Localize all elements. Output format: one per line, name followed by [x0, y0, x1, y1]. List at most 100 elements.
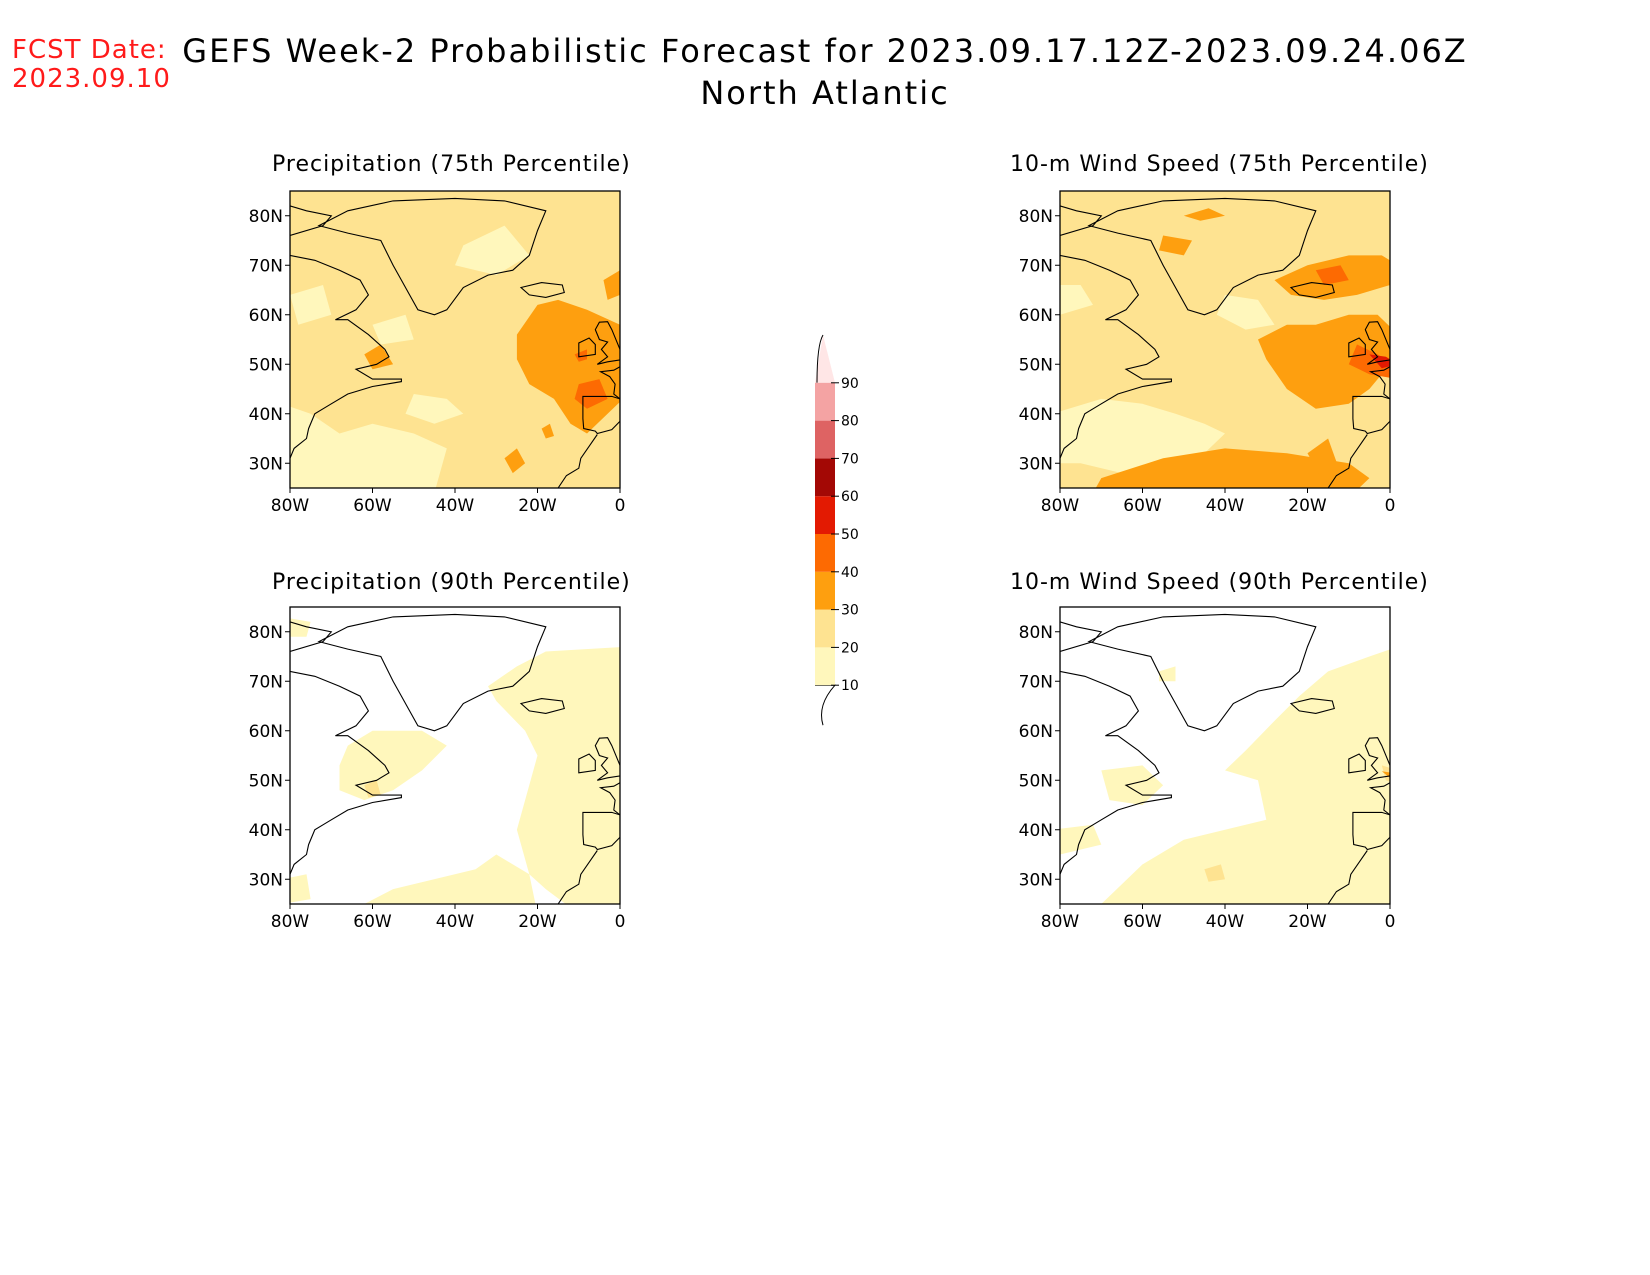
- probability-shading: [1216, 294, 1275, 330]
- panel-title-wind90: 10-m Wind Speed (90th Percentile): [1010, 570, 1429, 595]
- lat-tick-label: 80N: [249, 207, 283, 227]
- colorbar-label: 40: [841, 565, 859, 581]
- coastline-iberia: [1352, 395, 1390, 435]
- coastline-britain: [1364, 321, 1390, 365]
- coastline-north-america: [290, 621, 402, 904]
- colorbar-swatch: [815, 647, 835, 686]
- probability-shading: [1204, 864, 1225, 882]
- lat-tick-label: 50N: [1019, 771, 1053, 791]
- lon-tick-label: 40W: [1206, 912, 1245, 932]
- lon-tick-label: 60W: [1123, 496, 1162, 516]
- colorbar-label: 80: [841, 414, 859, 430]
- lat-tick-label: 40N: [249, 821, 283, 841]
- probability-shading: [1307, 438, 1341, 484]
- lat-tick-label: 30N: [1019, 454, 1053, 474]
- lon-tick-label: 80W: [1041, 912, 1080, 932]
- colorbar-label: 90: [841, 376, 859, 392]
- probability-shading: [1183, 208, 1225, 221]
- lat-tick-label: 80N: [1019, 207, 1053, 227]
- lon-tick-label: 0: [1385, 912, 1396, 932]
- probability-shading: [1159, 666, 1176, 682]
- lon-tick-label: 80W: [271, 496, 310, 516]
- coastline-greenland: [317, 613, 547, 732]
- lat-tick-label: 70N: [1019, 672, 1053, 692]
- probability-shading: [372, 314, 414, 345]
- lat-tick-label: 60N: [249, 306, 283, 326]
- colorbar-label: 30: [841, 603, 859, 619]
- colorbar-swatch: [815, 420, 835, 459]
- map-precip-90th: 80N 70N 60N 50N 40N 30N 80W 60W 40W 20W 0: [249, 606, 626, 932]
- fcst-date-value: 2023.09.10: [12, 64, 171, 94]
- probability-shading: [290, 191, 620, 488]
- lon-tick-label: 60W: [353, 912, 392, 932]
- coastline-greenland: [1087, 613, 1317, 732]
- coastline-north-america: [290, 205, 402, 488]
- lon-tick-label: 40W: [1206, 496, 1245, 516]
- coastline-britain: [594, 321, 620, 365]
- probability-shading: [455, 225, 530, 276]
- probability-shading: [290, 406, 447, 488]
- forecast-date-label: FCST Date: 2023.09.10: [12, 36, 171, 94]
- lon-tick-label: 60W: [1123, 912, 1162, 932]
- panel-title-precip75: Precipitation (75th Percentile): [272, 152, 631, 177]
- coastline-ireland: [578, 337, 596, 358]
- colorbar-label: 50: [841, 527, 859, 543]
- coastline-france: [1368, 366, 1390, 400]
- coastline-ireland: [1348, 753, 1366, 774]
- colorbar-swatch: [815, 609, 835, 648]
- lon-tick-label: 0: [615, 496, 626, 516]
- lon-tick-label: 60W: [353, 496, 392, 516]
- coastline-iberia: [582, 811, 620, 851]
- coastline-france: [598, 782, 620, 816]
- coastline-africa: [557, 850, 598, 904]
- lat-tick-label: 40N: [249, 405, 283, 425]
- coastline-iceland: [1289, 698, 1335, 714]
- lat-tick-label: 60N: [249, 722, 283, 742]
- probability-shading: [290, 285, 332, 325]
- lat-tick-label: 30N: [1019, 870, 1053, 890]
- probability-shading: [574, 349, 587, 362]
- lon-tick-label: 0: [1385, 496, 1396, 516]
- coastline-iceland: [519, 282, 565, 298]
- coastline-iberia: [582, 395, 620, 435]
- title-line: GEFS Week-2 Probabilistic Forecast for 2…: [182, 32, 1468, 70]
- colorbar-bottom-cap: [815, 684, 837, 726]
- lat-tick-label: 40N: [1019, 405, 1053, 425]
- coastline-africa: [557, 434, 598, 488]
- coastline-iberia: [1352, 811, 1390, 851]
- probability-shading: [290, 874, 311, 903]
- probability-shading: [1060, 398, 1225, 474]
- probability-shading: [1060, 285, 1093, 315]
- coastline-north-america: [1060, 205, 1172, 488]
- lat-tick-label: 70N: [1019, 256, 1053, 276]
- colorbar-swatch: [815, 458, 835, 497]
- probability-shading: [541, 423, 554, 439]
- map-wind-75th: 80N 70N 60N 50N 40N 30N 80W 60W 40W 20W 0: [1019, 190, 1396, 516]
- colorbar-top-edge: [816, 334, 824, 383]
- lat-tick-label: 30N: [249, 870, 283, 890]
- lon-tick-label: 0: [615, 912, 626, 932]
- panel-title-wind75: 10-m Wind Speed (75th Percentile): [1010, 152, 1429, 177]
- coastline-greenland: [317, 197, 547, 316]
- coastline-ireland: [578, 753, 596, 774]
- colorbar-label: 20: [841, 640, 859, 656]
- lat-tick-label: 50N: [249, 771, 283, 791]
- lat-tick-label: 70N: [249, 256, 283, 276]
- colorbar-swatch: [815, 382, 835, 421]
- probability-shading: [1159, 235, 1192, 256]
- lat-tick-label: 30N: [249, 454, 283, 474]
- coastline-britain: [594, 737, 620, 781]
- colorbar-label: 60: [841, 489, 859, 505]
- lat-tick-label: 40N: [1019, 821, 1053, 841]
- colorbar-label: 10: [841, 678, 859, 694]
- lon-tick-label: 40W: [436, 912, 475, 932]
- coastline-ireland: [1348, 337, 1366, 358]
- probability-shading: [364, 344, 394, 370]
- coastline-greenland: [1087, 197, 1317, 316]
- coastline-iceland: [519, 698, 565, 714]
- map-precip-75th: 80N 70N 60N 50N 40N 30N 80W 60W 40W 20W 0: [249, 190, 626, 516]
- lat-tick-label: 80N: [249, 623, 283, 643]
- page-title: GEFS Week-2 Probabilistic Forecast for 2…: [0, 32, 1650, 112]
- probability-shading: [1095, 448, 1370, 488]
- probability-shading: [1348, 344, 1390, 378]
